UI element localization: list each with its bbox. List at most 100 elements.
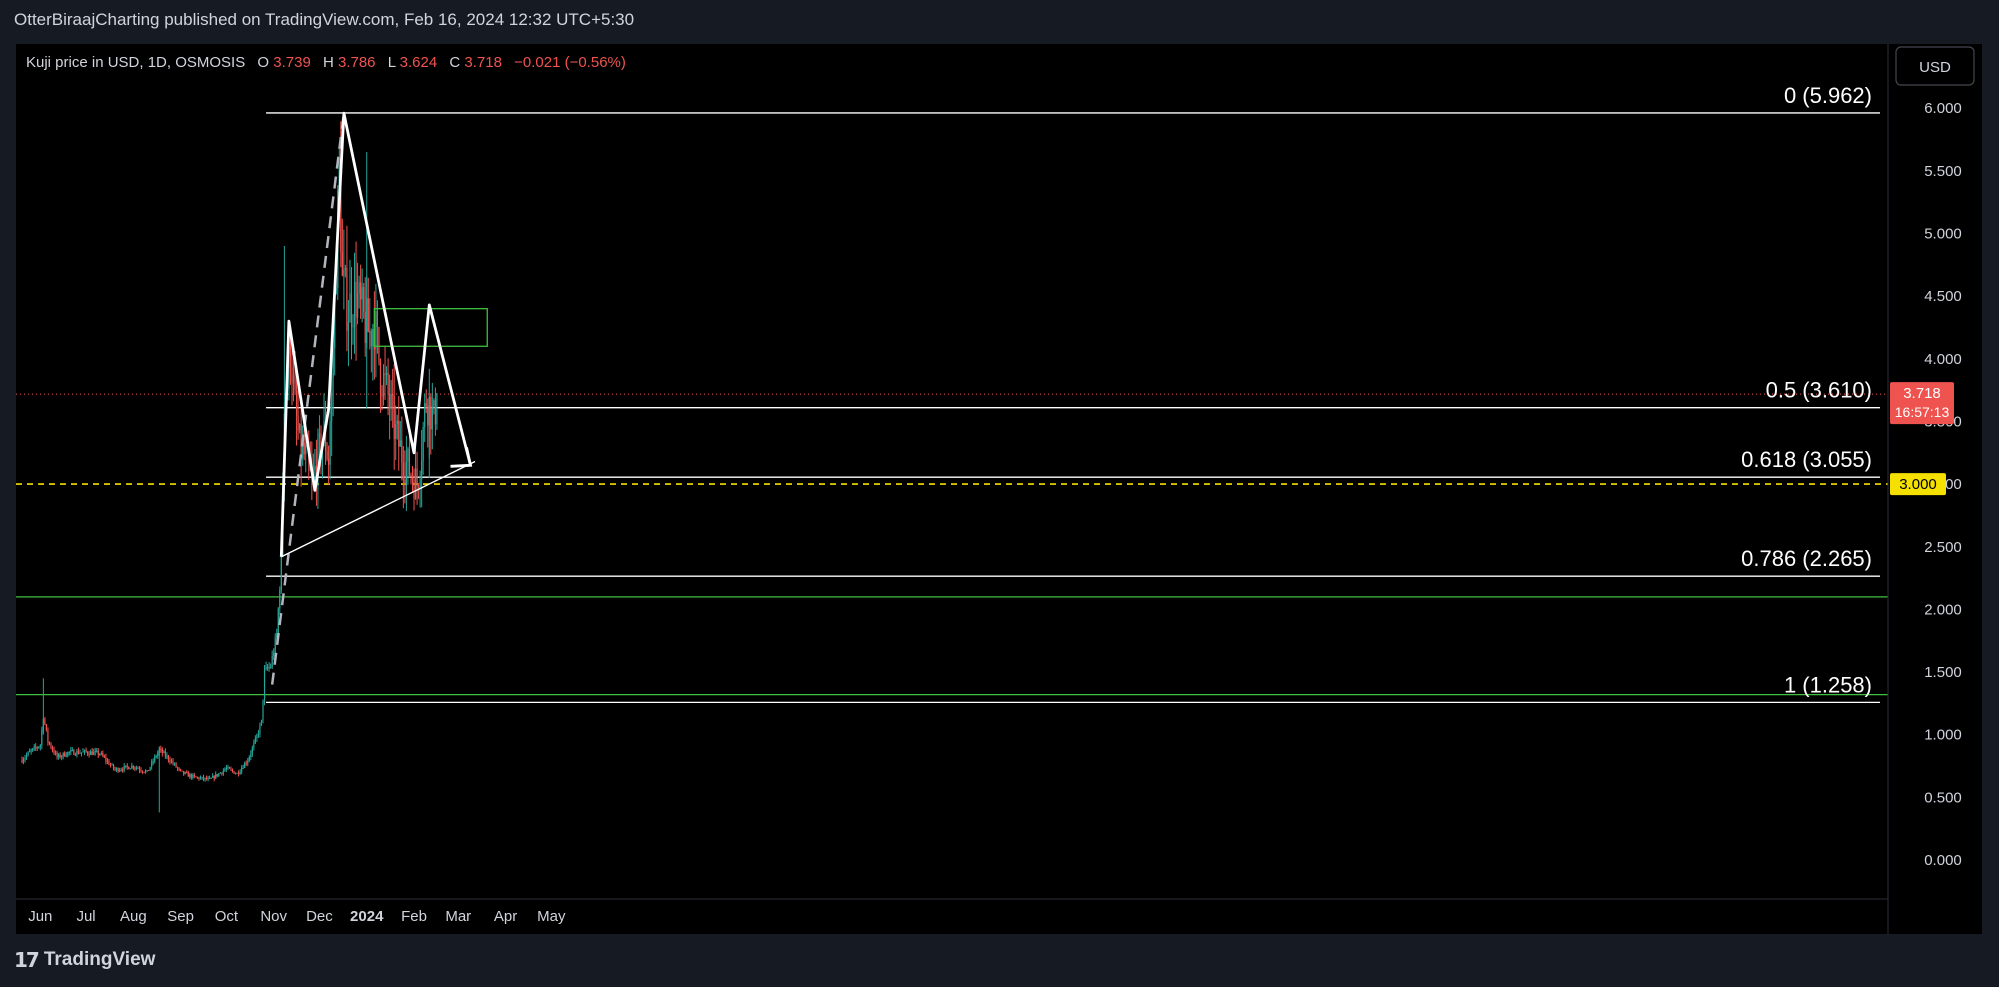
candle-body bbox=[241, 768, 243, 772]
candle-body bbox=[149, 767, 151, 771]
candle-body bbox=[56, 752, 58, 758]
candle-body bbox=[85, 750, 87, 752]
candle-body bbox=[143, 771, 145, 773]
candle-body bbox=[39, 745, 41, 747]
candle-body bbox=[289, 346, 292, 368]
candle-body bbox=[88, 753, 90, 755]
candle-body bbox=[74, 754, 76, 756]
candle-body bbox=[167, 755, 170, 760]
footer-brand[interactable]: TradingView bbox=[43, 949, 156, 970]
candle-body bbox=[422, 427, 424, 461]
legend-open-label: O bbox=[257, 54, 269, 71]
candle-body bbox=[353, 281, 356, 327]
candle-body bbox=[279, 589, 281, 609]
candle-body bbox=[96, 750, 98, 752]
candle-body bbox=[132, 765, 134, 768]
candle-body bbox=[193, 774, 195, 777]
x-tick-label: Oct bbox=[215, 908, 239, 925]
candle-body bbox=[137, 767, 139, 769]
candle-body bbox=[244, 763, 246, 768]
candle-body bbox=[166, 755, 168, 757]
candle-body bbox=[260, 719, 263, 725]
candles-layer bbox=[21, 121, 438, 813]
candle-body bbox=[111, 764, 113, 766]
candle-body bbox=[30, 750, 32, 752]
candle-body bbox=[295, 390, 298, 416]
candle-body bbox=[44, 719, 46, 725]
candle-body bbox=[123, 765, 125, 771]
candle-body bbox=[247, 761, 249, 764]
candle-body bbox=[97, 750, 99, 755]
x-tick-label: Aug bbox=[120, 908, 147, 925]
candle-body bbox=[59, 754, 61, 758]
candle-body bbox=[274, 637, 276, 653]
labels-layer: 0 (5.962) 0.5 (3.610) 0.618 (3.055) 0.786 (… bbox=[1741, 83, 1872, 697]
y-tick-label: 4.000 bbox=[1924, 351, 1962, 368]
chart-pane[interactable]: 0 (5.962) 0.5 (3.610) 0.618 (3.055) 0.786 (… bbox=[16, 44, 1982, 934]
x-tick-label: Feb bbox=[401, 908, 427, 925]
x-tick-label: Jun bbox=[28, 908, 52, 925]
y-tick-label: 6.000 bbox=[1924, 100, 1962, 117]
legend-low-value: 3.624 bbox=[400, 54, 438, 71]
candle-body bbox=[131, 765, 133, 769]
candle-body bbox=[128, 766, 130, 770]
candle-body bbox=[32, 748, 34, 751]
candle-body bbox=[215, 774, 217, 779]
candle-body bbox=[392, 394, 394, 396]
currency-button-label[interactable]: USD bbox=[1919, 59, 1951, 76]
currency-button[interactable]: USD bbox=[1895, 46, 1975, 86]
legend-high-value: 3.786 bbox=[338, 54, 376, 71]
candle-body bbox=[129, 768, 131, 770]
candle-body bbox=[399, 440, 401, 447]
candle-body bbox=[173, 763, 176, 765]
candle-body bbox=[393, 395, 395, 439]
legend-close-label: C bbox=[449, 54, 460, 71]
y-tick-label: 5.500 bbox=[1924, 163, 1962, 180]
candle-body bbox=[109, 764, 112, 766]
candle-body bbox=[198, 777, 200, 780]
candle-body bbox=[328, 458, 330, 465]
legend: Kuji price in USD, 1D, OSMOSIS O 3.739 H… bbox=[26, 54, 626, 71]
candle-body bbox=[300, 424, 302, 459]
support-badge-bg bbox=[1890, 473, 1946, 496]
candle-body bbox=[186, 772, 188, 774]
candle-body bbox=[418, 486, 420, 488]
candle-body bbox=[346, 268, 348, 331]
candle-body bbox=[73, 750, 75, 755]
candle-body bbox=[205, 777, 208, 780]
candle-body bbox=[70, 750, 72, 752]
candle-body bbox=[344, 268, 346, 270]
candle-body bbox=[151, 761, 153, 768]
time-axis[interactable]: Jun Jul Aug Sep Oct Nov Dec 2024 Feb Mar Apr May bbox=[28, 908, 566, 925]
candle-body bbox=[395, 423, 397, 439]
candle-body bbox=[405, 461, 408, 483]
candle-body bbox=[48, 741, 51, 744]
candle-body bbox=[355, 281, 357, 318]
candle-body bbox=[105, 757, 107, 761]
y-tick-label: 1.500 bbox=[1924, 664, 1962, 681]
candle-body bbox=[370, 331, 372, 347]
support-value: 3.000 bbox=[1899, 476, 1937, 493]
candle-body bbox=[245, 763, 247, 765]
candle-body bbox=[201, 776, 203, 778]
candle-body bbox=[364, 311, 366, 343]
candle-body bbox=[36, 747, 38, 749]
candle-body bbox=[254, 738, 256, 743]
price-axis[interactable]: 0.0000.5001.0001.5002.0002.5003.0003.500… bbox=[1890, 100, 1962, 869]
price-chart[interactable]: 0 (5.962) 0.5 (3.610) 0.618 (3.055) 0.786 (… bbox=[16, 44, 1982, 934]
tradingview-logo-icon[interactable]: 17 bbox=[14, 948, 40, 972]
candle-body bbox=[181, 770, 183, 772]
candle-body bbox=[196, 777, 199, 779]
candle-body bbox=[259, 724, 261, 734]
publisher-line: OtterBiraajCharting published on Trading… bbox=[14, 10, 635, 29]
candle-body bbox=[427, 406, 429, 426]
candle-body bbox=[387, 372, 389, 395]
candle-body bbox=[291, 367, 293, 384]
x-tick-label: Nov bbox=[260, 908, 287, 925]
candle-body bbox=[402, 463, 404, 480]
candle-body bbox=[250, 753, 252, 757]
candle-body bbox=[22, 759, 25, 763]
candle-body bbox=[94, 751, 96, 753]
candle-body bbox=[363, 287, 365, 312]
